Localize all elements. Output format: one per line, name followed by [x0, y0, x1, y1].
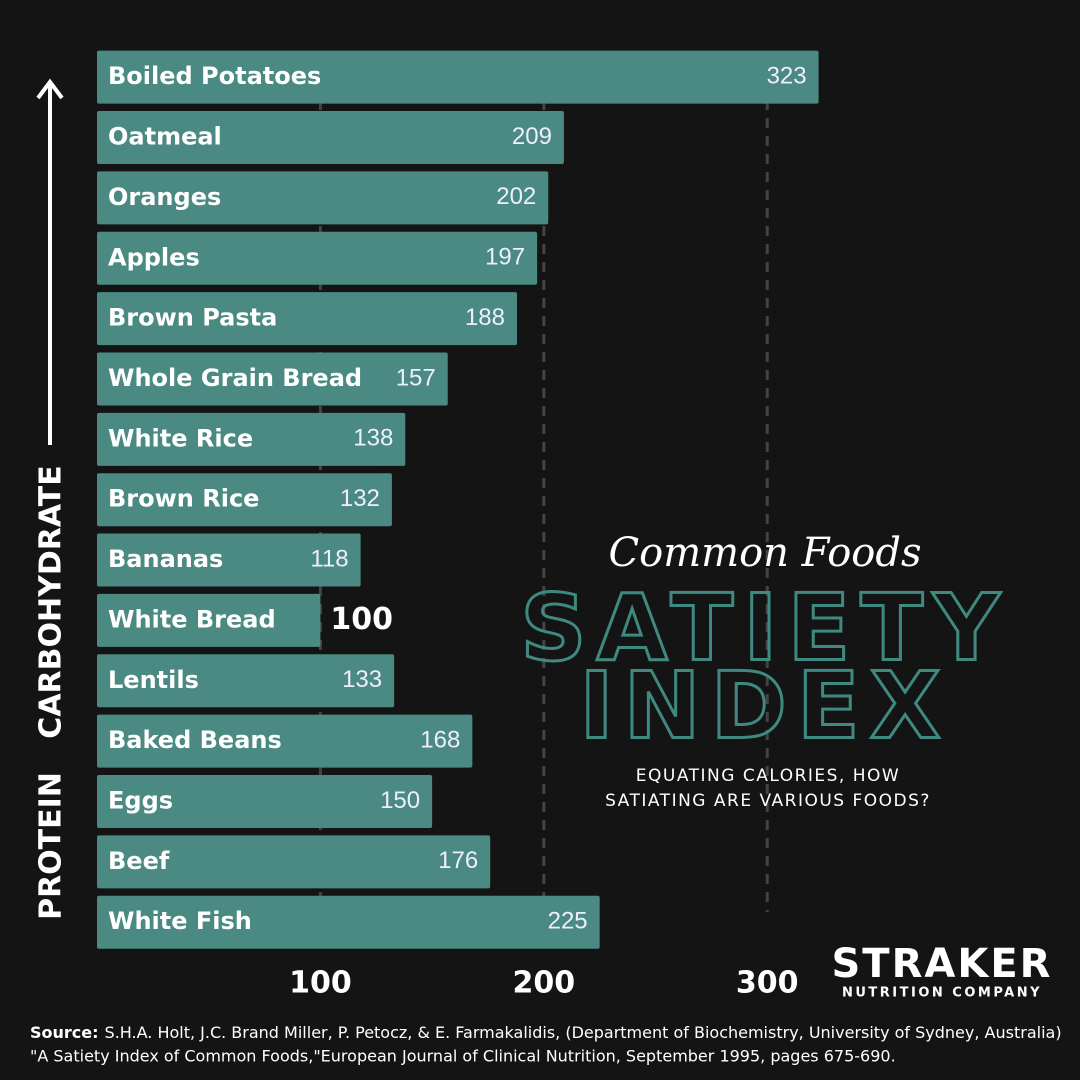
category-label: Boiled Potatoes — [108, 62, 321, 90]
bar — [97, 111, 564, 165]
bar — [97, 231, 538, 285]
value-label: 100 — [330, 602, 393, 637]
value-label: 118 — [310, 545, 348, 572]
bar — [97, 292, 518, 346]
bar — [97, 714, 473, 768]
bar — [97, 533, 361, 587]
bar — [97, 171, 549, 225]
arrow-head — [36, 78, 64, 100]
value-label: 225 — [548, 908, 588, 935]
bar — [97, 835, 491, 889]
x-tick-label: 200 — [513, 966, 576, 1001]
category-label: White Rice — [108, 424, 253, 452]
category-label: Whole Grain Bread — [108, 364, 362, 392]
bar — [97, 593, 321, 647]
category-label: Bananas — [108, 545, 223, 573]
bar — [97, 50, 819, 104]
bar — [97, 895, 600, 949]
bar — [97, 412, 406, 466]
x-tick-label: 300 — [736, 966, 799, 1001]
value-label: 168 — [420, 726, 460, 753]
value-label: 132 — [340, 485, 380, 512]
axis-label: PROTEIN — [34, 772, 69, 920]
bar — [97, 352, 448, 406]
value-label: 157 — [396, 364, 436, 391]
title: INDEX — [579, 652, 950, 759]
brand-tagline: NUTRITION COMPANY — [842, 986, 1042, 1001]
x-tick-label: 100 — [289, 966, 352, 1001]
kicker: Common Foods — [609, 530, 922, 576]
value-label: 323 — [767, 63, 807, 90]
value-label: 138 — [353, 425, 393, 452]
category-label: White Bread — [108, 605, 276, 633]
value-label: 176 — [438, 847, 478, 874]
value-label: 150 — [380, 787, 420, 814]
category-label: Oranges — [108, 183, 221, 211]
source: Source: S.H.A. Holt, J.C. Brand Miller, P… — [30, 1023, 1062, 1042]
category-label: Brown Pasta — [108, 304, 277, 332]
value-label: 202 — [496, 183, 536, 210]
subtitle: SATIATING ARE VARIOUS FOODS? — [605, 791, 931, 811]
value-label: 188 — [465, 304, 505, 331]
category-label: Eggs — [108, 787, 173, 815]
category-label: Beef — [108, 847, 170, 875]
category-label: White Fish — [108, 907, 252, 935]
category-label: Baked Beans — [108, 726, 282, 754]
bar — [97, 473, 392, 527]
category-label: Lentils — [108, 666, 199, 694]
category-label: Brown Rice — [108, 485, 259, 513]
category-label: Apples — [108, 243, 200, 271]
value-label: 133 — [342, 666, 382, 693]
brand-name: STRAKER — [832, 941, 1053, 987]
source-label: Source: — [30, 1023, 99, 1042]
bar — [97, 654, 395, 708]
source-text: "A Satiety Index of Common Foods,"Europe… — [30, 1047, 896, 1066]
category-label: Oatmeal — [108, 123, 222, 151]
axis-label: CARBOHYDRATE — [34, 465, 69, 738]
source-text: S.H.A. Holt, J.C. Brand Miller, P. Petoc… — [105, 1023, 1062, 1042]
bar — [97, 775, 433, 828]
value-label: 209 — [512, 123, 552, 150]
value-label: 197 — [485, 244, 525, 271]
title: SATIETY — [520, 574, 1010, 681]
subtitle: EQUATING CALORIES, HOW — [636, 766, 900, 786]
